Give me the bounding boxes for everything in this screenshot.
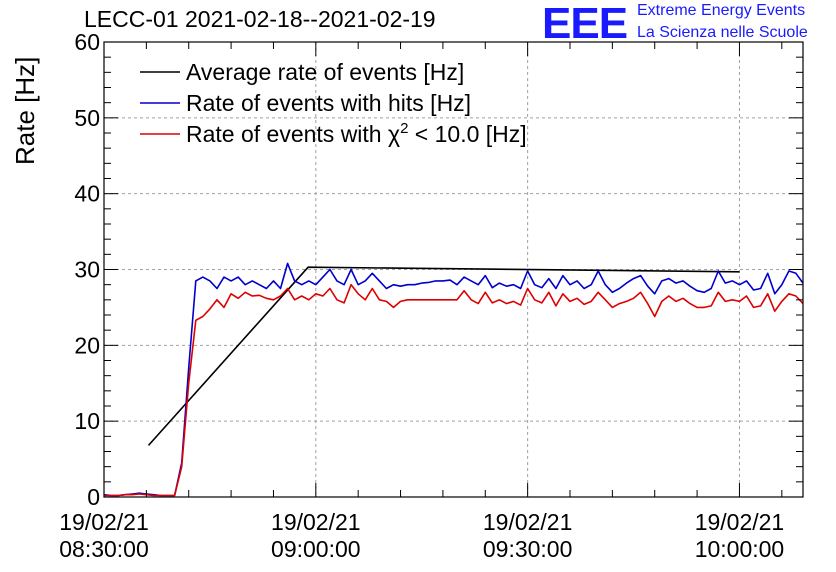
y-tick-label: 40 <box>74 181 100 207</box>
x-tick-label: 09:30:00 <box>483 536 573 562</box>
x-tick-label: 10:00:00 <box>695 536 785 562</box>
y-tick-label: 0 <box>87 484 100 510</box>
y-tick-label: 50 <box>74 105 100 131</box>
chart-title: LECC-01 2021-02-18--2021-02-19 <box>84 6 436 33</box>
x-tick-date: 19/02/21 <box>59 509 149 535</box>
x-tick-label: 09:00:00 <box>271 536 361 562</box>
legend-label-chi2: Rate of events with χ2 < 10.0 [Hz] <box>186 120 527 147</box>
y-axis-label: Rate [Hz] <box>10 57 41 165</box>
y-tick-label: 20 <box>74 332 100 358</box>
series-line-hits <box>104 263 803 495</box>
x-tick-date: 19/02/21 <box>271 509 361 535</box>
logo-tagline-2: La Scienza nelle Scuole <box>637 24 808 42</box>
logo-tagline-1: Extreme Energy Events <box>637 2 805 20</box>
series-line-average <box>149 267 740 445</box>
y-tick-label: 10 <box>74 408 100 434</box>
x-tick-date: 19/02/21 <box>695 509 785 535</box>
series-line-chi2 <box>104 285 803 496</box>
rate-chart: 010203040506019/02/2108:30:0019/02/2109:… <box>0 0 836 572</box>
y-tick-label: 30 <box>74 257 100 283</box>
legend-label-hits: Rate of events with hits [Hz] <box>186 90 471 116</box>
x-tick-label: 08:30:00 <box>59 536 149 562</box>
x-tick-date: 19/02/21 <box>483 509 573 535</box>
legend-label-average: Average rate of events [Hz] <box>186 59 464 85</box>
eee-logo: EEE <box>542 2 627 46</box>
